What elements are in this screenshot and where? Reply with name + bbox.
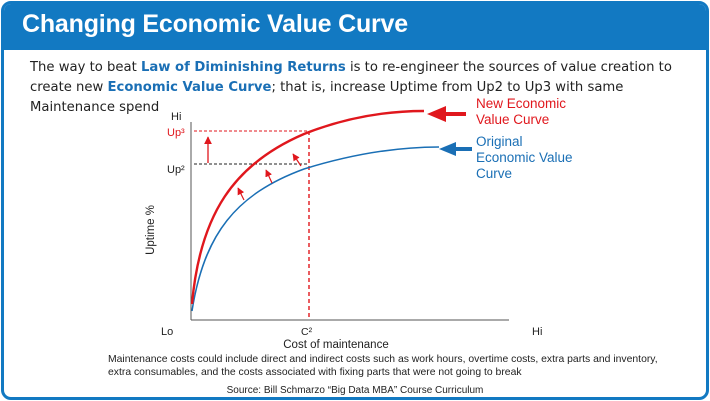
- new-curve-label-line-2: Value Curve: [476, 112, 549, 127]
- original-economic-value-curve: [191, 146, 440, 312]
- curve-lift-arrow-1: [237, 187, 245, 201]
- intro-part-1: The way to beat: [30, 60, 141, 75]
- curve-lift-arrow-2: [265, 169, 273, 184]
- x-axis-title: Cost of maintenance: [283, 339, 388, 351]
- new-economic-value-curve: [190, 109, 425, 305]
- original-curve-pointer-arrow: [439, 142, 472, 156]
- slide-title: Changing Economic Value Curve: [22, 10, 408, 38]
- new-curve-pointer-arrow: [427, 106, 466, 122]
- curve-lift-arrow-3: [292, 153, 302, 167]
- original-curve-label-line-2: Economic Value: [476, 150, 573, 165]
- x-label-lo: Lo: [161, 326, 173, 338]
- title-bar: Changing Economic Value Curve: [4, 4, 706, 50]
- source-citation: Source: Bill Schmarzo “Big Data MBA” Cou…: [226, 385, 484, 396]
- economic-value-curve-highlight: Economic Value Curve: [107, 80, 272, 95]
- original-curve-label-line-3: Curve: [476, 166, 512, 181]
- law-of-diminishing-returns-highlight: Law of Diminishing Returns: [140, 60, 346, 75]
- new-curve-label-line-1: New Economic: [476, 96, 566, 111]
- original-curve-label-line-1: Original: [476, 134, 523, 149]
- y-label-hi: Hi: [171, 111, 181, 123]
- x-label-c2: C²: [301, 326, 313, 338]
- economic-value-diagram: Hi Up³ Up² Lo C² Hi Uptime % Cost of mai…: [145, 96, 573, 351]
- y-label-up2: Up²: [167, 164, 185, 176]
- x-label-hi: Hi: [532, 326, 542, 338]
- intro-part-2: is to re-engineer the sources of value c…: [30, 60, 672, 95]
- y-axis-title: Uptime %: [145, 205, 157, 255]
- intro-part-3: ; that is, increase Uptime from Up2 to U…: [30, 80, 624, 115]
- intro-text: The way to beat Law of Diminishing Retur…: [30, 58, 700, 118]
- maintenance-costs-note: Maintenance costs could include direct a…: [108, 354, 658, 378]
- y-label-up3: Up³: [167, 127, 185, 139]
